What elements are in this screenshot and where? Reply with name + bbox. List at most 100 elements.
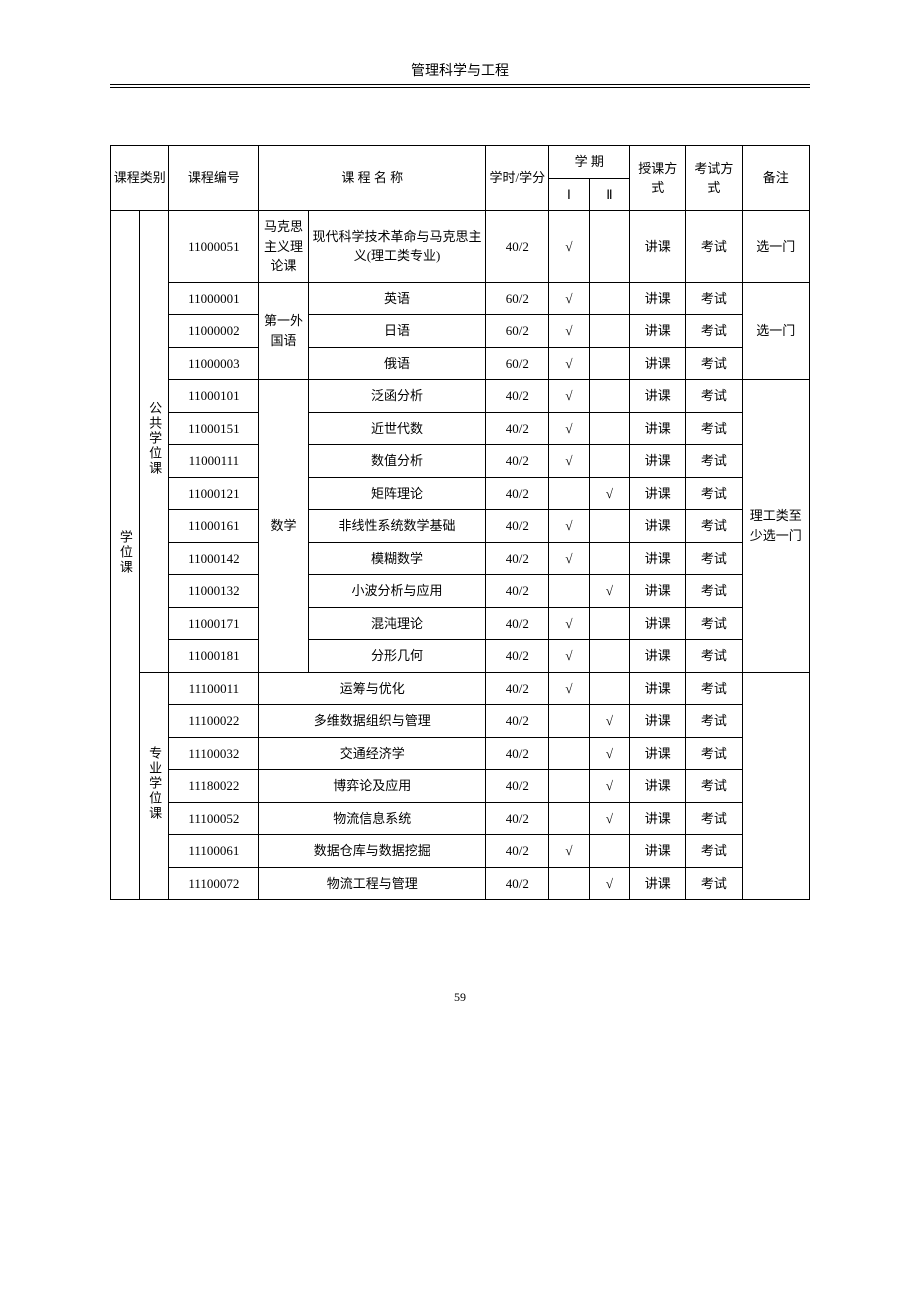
table-row: 11000161 非线性系统数学基础 40/2 √ 讲课 考试 (111, 510, 810, 543)
cell-name: 俄语 (308, 347, 486, 380)
cell-code: 11100052 (169, 802, 259, 835)
cell-note: 理工类至少选一门 (742, 380, 810, 673)
table-row: 11000142 模糊数学 40/2 √ 讲课 考试 (111, 542, 810, 575)
th-sem2: Ⅱ (589, 178, 629, 211)
cell-name: 非线性系统数学基础 (308, 510, 486, 543)
page: 管理科学与工程 课程类别 课程编号 课 程 名 称 学时/学分 学 期 授课方式… (0, 0, 920, 1045)
cell-code: 11000181 (169, 640, 259, 673)
cell-credit: 40/2 (486, 737, 549, 770)
cell-teach: 讲课 (630, 737, 686, 770)
cell-code: 11100032 (169, 737, 259, 770)
table-row: 11000121 矩阵理论 40/2 √ 讲课 考试 (111, 477, 810, 510)
cell-s1 (549, 802, 589, 835)
cell-name: 博弈论及应用 (259, 770, 486, 803)
cell-s1 (549, 477, 589, 510)
table-row: 学位课 公共学位课 11000051 马克思主义理论课 现代科学技术革命与马克思… (111, 211, 810, 283)
cell-exam: 考试 (686, 802, 742, 835)
cell-name: 矩阵理论 (308, 477, 486, 510)
cell-name: 小波分析与应用 (308, 575, 486, 608)
cell-name: 物流信息系统 (259, 802, 486, 835)
cell-exam: 考试 (686, 445, 742, 478)
cell-name: 分形几何 (308, 640, 486, 673)
cell-exam: 考试 (686, 211, 742, 283)
cell-note: 选一门 (742, 211, 810, 283)
table-row: 11100032 交通经济学 40/2 √ 讲课 考试 (111, 737, 810, 770)
table-header-row: 课程类别 课程编号 课 程 名 称 学时/学分 学 期 授课方式 考试方式 备注 (111, 146, 810, 179)
cell-s1: √ (549, 607, 589, 640)
table-row: 11000171 混沌理论 40/2 √ 讲课 考试 (111, 607, 810, 640)
cell-name: 日语 (308, 315, 486, 348)
cell-s2 (589, 412, 629, 445)
cell-teach: 讲课 (630, 575, 686, 608)
cell-teach: 讲课 (630, 802, 686, 835)
cell-exam: 考试 (686, 380, 742, 413)
cell-teach: 讲课 (630, 211, 686, 283)
subgroup-math: 数学 (259, 380, 308, 673)
cell-code: 11100011 (169, 672, 259, 705)
cell-s2: √ (589, 802, 629, 835)
cell-code: 11000003 (169, 347, 259, 380)
cell-name: 混沌理论 (308, 607, 486, 640)
cell-exam: 考试 (686, 737, 742, 770)
cell-teach: 讲课 (630, 282, 686, 315)
cat-public: 公共学位课 (140, 211, 169, 673)
cell-code: 11000151 (169, 412, 259, 445)
cell-s2 (589, 672, 629, 705)
th-code: 课程编号 (169, 146, 259, 211)
cell-credit: 40/2 (486, 607, 549, 640)
th-name: 课 程 名 称 (259, 146, 486, 211)
cell-s1: √ (549, 672, 589, 705)
cell-credit: 40/2 (486, 542, 549, 575)
cell-s2 (589, 640, 629, 673)
th-teach: 授课方式 (630, 146, 686, 211)
cell-teach: 讲课 (630, 347, 686, 380)
cell-s2: √ (589, 705, 629, 738)
cell-teach: 讲课 (630, 510, 686, 543)
cell-teach: 讲课 (630, 867, 686, 900)
cell-credit: 40/2 (486, 575, 549, 608)
cell-s1: √ (549, 445, 589, 478)
cell-name: 数值分析 (308, 445, 486, 478)
cell-s2 (589, 510, 629, 543)
page-number: 59 (454, 990, 466, 1004)
cell-code: 11000001 (169, 282, 259, 315)
cell-s2 (589, 835, 629, 868)
cell-s2 (589, 445, 629, 478)
cell-s2 (589, 607, 629, 640)
table-row: 11180022 博弈论及应用 40/2 √ 讲课 考试 (111, 770, 810, 803)
cell-credit: 40/2 (486, 835, 549, 868)
cell-s1: √ (549, 510, 589, 543)
cell-name: 运筹与优化 (259, 672, 486, 705)
cell-name: 物流工程与管理 (259, 867, 486, 900)
cell-s1: √ (549, 211, 589, 283)
cell-exam: 考试 (686, 347, 742, 380)
table-row: 11000181 分形几何 40/2 √ 讲课 考试 (111, 640, 810, 673)
cell-s1: √ (549, 380, 589, 413)
cell-exam: 考试 (686, 640, 742, 673)
cell-credit: 40/2 (486, 510, 549, 543)
table-row: 11000101 数学 泛函分析 40/2 √ 讲课 考试 理工类至少选一门 (111, 380, 810, 413)
cell-s1: √ (549, 835, 589, 868)
cell-name: 泛函分析 (308, 380, 486, 413)
cell-s2 (589, 211, 629, 283)
page-header: 管理科学与工程 (110, 60, 810, 85)
cell-teach: 讲课 (630, 607, 686, 640)
th-exam: 考试方式 (686, 146, 742, 211)
cell-exam: 考试 (686, 672, 742, 705)
page-footer: 59 (110, 990, 810, 1005)
cell-code: 11000132 (169, 575, 259, 608)
cell-exam: 考试 (686, 477, 742, 510)
cell-code: 11000002 (169, 315, 259, 348)
th-semester: 学 期 (549, 146, 630, 179)
cell-teach: 讲课 (630, 380, 686, 413)
cell-name: 数据仓库与数据挖掘 (259, 835, 486, 868)
cell-teach: 讲课 (630, 412, 686, 445)
cell-credit: 40/2 (486, 445, 549, 478)
cell-s1: √ (549, 640, 589, 673)
cell-exam: 考试 (686, 575, 742, 608)
table-row: 11100061 数据仓库与数据挖掘 40/2 √ 讲课 考试 (111, 835, 810, 868)
subgroup-marx: 马克思主义理论课 (259, 211, 308, 283)
cell-credit: 40/2 (486, 672, 549, 705)
cell-s2: √ (589, 477, 629, 510)
cell-credit: 40/2 (486, 802, 549, 835)
